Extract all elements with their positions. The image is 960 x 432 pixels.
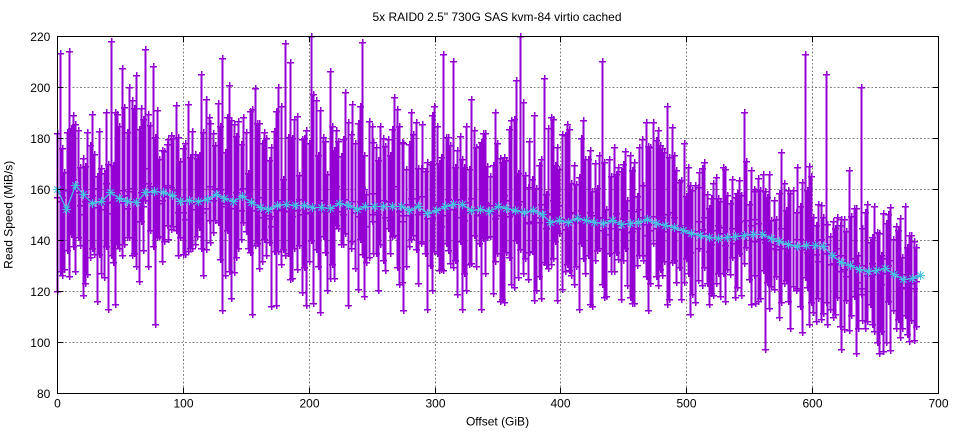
svg-text:120: 120 <box>30 285 50 299</box>
svg-text:700: 700 <box>928 397 948 411</box>
svg-text:0: 0 <box>54 397 61 411</box>
svg-text:300: 300 <box>425 397 445 411</box>
svg-text:80: 80 <box>37 387 51 401</box>
svg-text:160: 160 <box>30 183 50 197</box>
svg-text:100: 100 <box>173 397 193 411</box>
svg-text:500: 500 <box>676 397 696 411</box>
svg-text:100: 100 <box>30 336 50 350</box>
svg-text:400: 400 <box>550 397 570 411</box>
svg-text:5x RAID0 2.5" 730G SAS kvm-84: 5x RAID0 2.5" 730G SAS kvm-84 virtio cac… <box>372 10 621 24</box>
svg-text:200: 200 <box>299 397 319 411</box>
svg-text:200: 200 <box>30 81 50 95</box>
svg-text:Read Speed (MiB/s): Read Speed (MiB/s) <box>2 161 16 269</box>
svg-text:220: 220 <box>30 30 50 44</box>
svg-text:600: 600 <box>802 397 822 411</box>
svg-text:140: 140 <box>30 234 50 248</box>
svg-text:Offset (GiB): Offset (GiB) <box>466 415 529 429</box>
svg-text:180: 180 <box>30 132 50 146</box>
